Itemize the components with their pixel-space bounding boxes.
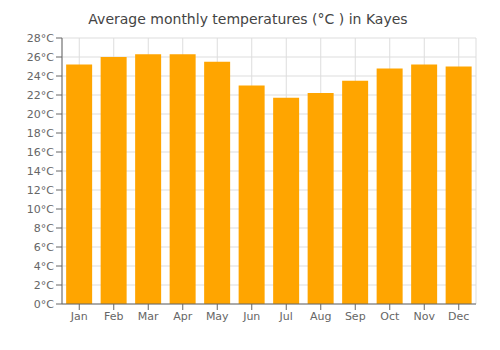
svg-text:16°C: 16°C bbox=[27, 146, 54, 159]
svg-text:18°C: 18°C bbox=[27, 127, 54, 140]
svg-text:20°C: 20°C bbox=[27, 108, 54, 121]
svg-text:6°C: 6°C bbox=[34, 241, 54, 254]
svg-text:26°C: 26°C bbox=[27, 51, 54, 64]
svg-text:12°C: 12°C bbox=[27, 184, 54, 197]
svg-text:14°C: 14°C bbox=[27, 165, 54, 178]
svg-text:Jan: Jan bbox=[70, 310, 88, 323]
svg-text:Feb: Feb bbox=[104, 310, 123, 323]
svg-text:8°C: 8°C bbox=[34, 222, 54, 235]
svg-text:0°C: 0°C bbox=[34, 298, 54, 311]
svg-text:4°C: 4°C bbox=[34, 260, 54, 273]
svg-text:Sep: Sep bbox=[345, 310, 366, 323]
svg-text:Jul: Jul bbox=[279, 310, 293, 323]
svg-text:28°C: 28°C bbox=[27, 32, 54, 45]
svg-text:Aug: Aug bbox=[310, 310, 331, 323]
svg-text:Jun: Jun bbox=[242, 310, 260, 323]
svg-text:10°C: 10°C bbox=[27, 203, 54, 216]
html-text:Average monthly temperatures (: Average monthly temperatures (°C ) in Ka… bbox=[88, 11, 408, 27]
svg-text:Dec: Dec bbox=[448, 310, 469, 323]
svg-text:22°C: 22°C bbox=[27, 89, 54, 102]
svg-text:Mar: Mar bbox=[138, 310, 159, 323]
svg-text:Nov: Nov bbox=[414, 310, 436, 323]
svg-text:2°C: 2°C bbox=[34, 279, 54, 292]
svg-text:Apr: Apr bbox=[173, 310, 193, 323]
svg-text:24°C: 24°C bbox=[27, 70, 54, 83]
svg-text:May: May bbox=[206, 310, 229, 323]
svg-text:Oct: Oct bbox=[380, 310, 400, 323]
